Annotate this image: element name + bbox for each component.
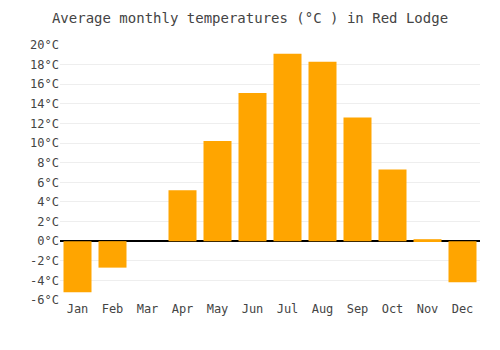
svg-text:4°C: 4°C [37,195,59,209]
svg-text:2°C: 2°C [37,215,59,229]
svg-text:Average monthly temperatures (: Average monthly temperatures (°C ) in Re… [52,10,448,26]
svg-text:Apr: Apr [172,302,194,316]
svg-text:10°C: 10°C [30,136,59,150]
svg-text:Sep: Sep [347,302,369,316]
svg-text:Feb: Feb [102,302,124,316]
svg-text:14°C: 14°C [30,97,59,111]
svg-text:-2°C: -2°C [30,254,59,268]
svg-text:Jul: Jul [277,302,299,316]
svg-text:12°C: 12°C [30,117,59,131]
svg-text:Dec: Dec [452,302,474,316]
svg-text:16°C: 16°C [30,77,59,91]
svg-text:-4°C: -4°C [30,274,59,288]
svg-text:Mar: Mar [137,302,159,316]
svg-text:6°C: 6°C [37,176,59,190]
svg-text:Jan: Jan [67,302,89,316]
svg-text:Nov: Nov [417,302,439,316]
svg-text:20°C: 20°C [30,38,59,52]
svg-text:May: May [207,302,229,316]
svg-text:0°C: 0°C [37,234,59,248]
svg-text:18°C: 18°C [30,58,59,72]
svg-text:8°C: 8°C [37,156,59,170]
svg-text:Aug: Aug [312,302,334,316]
svg-text:-6°C: -6°C [30,293,59,307]
svg-text:Jun: Jun [242,302,264,316]
svg-text:Oct: Oct [382,302,404,316]
